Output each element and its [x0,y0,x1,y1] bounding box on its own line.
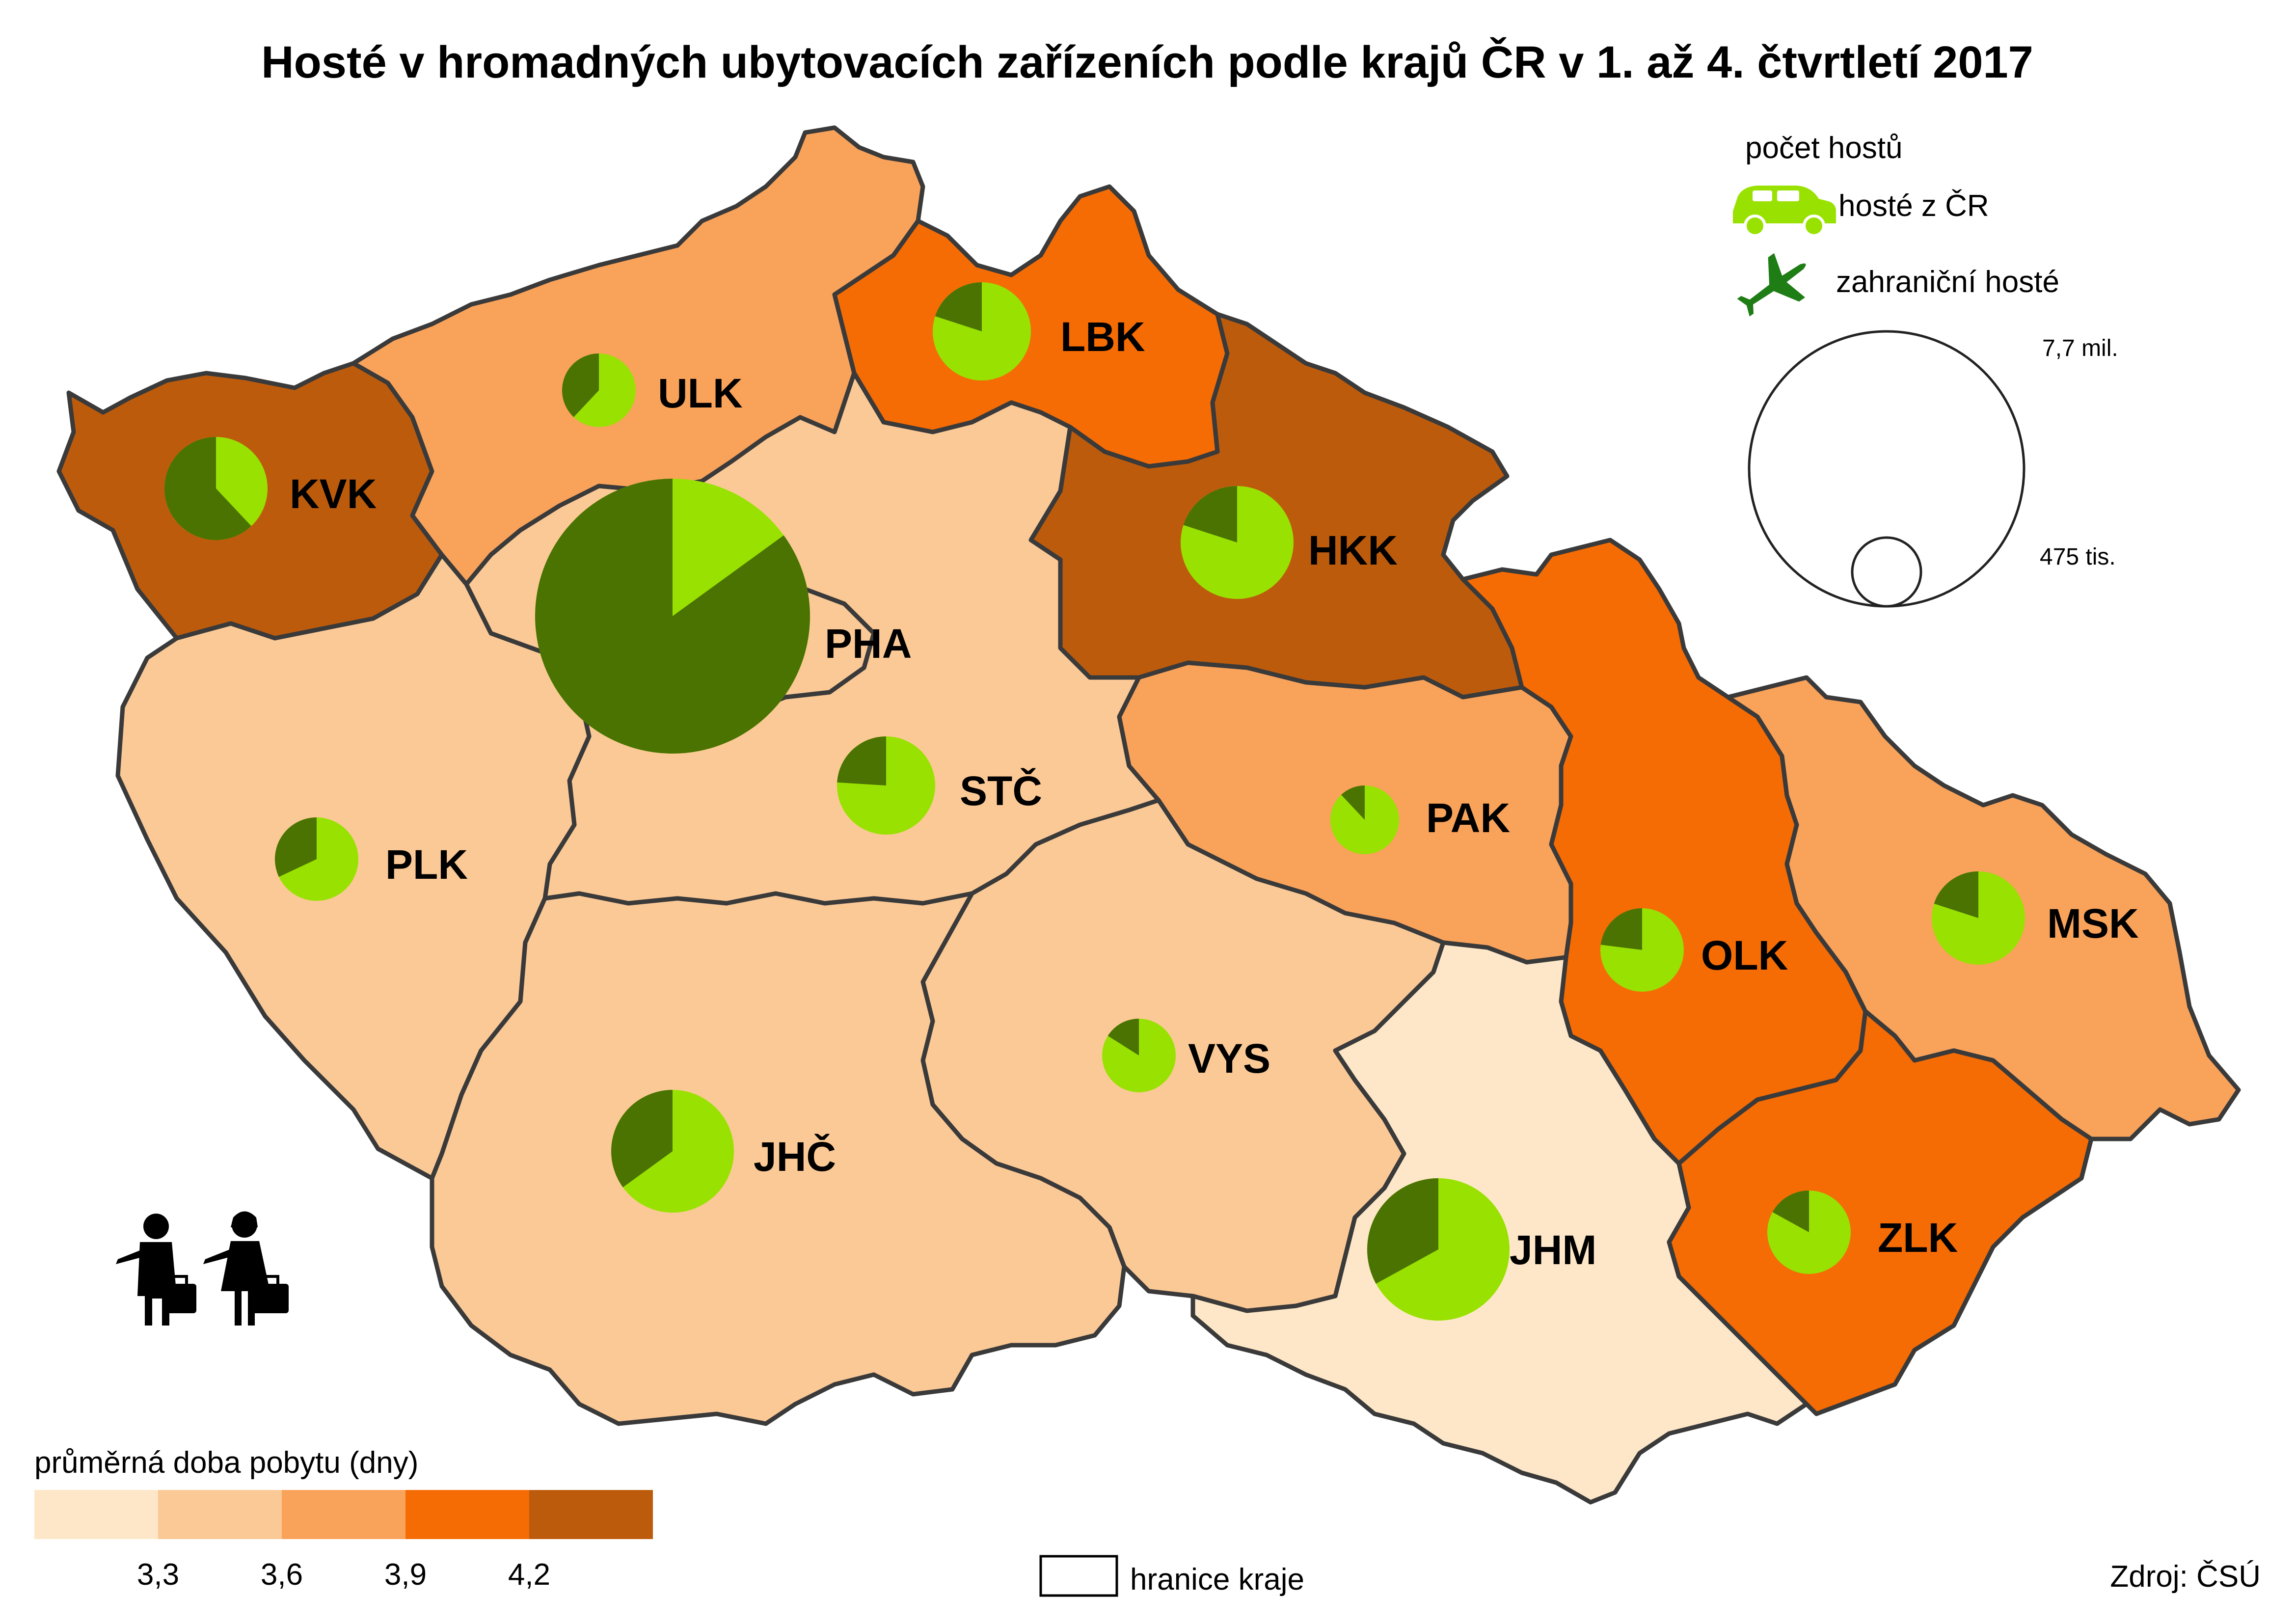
class-break-labels: 3,3 3,6 3,9 4,2 [137,1558,550,1592]
pie-foreign-slice [164,437,251,540]
label-layer: KVK ULK LBK HKK PHA STČ PLK PAK OLK MSK VYS JHČ JHM Z… [290,314,2139,1273]
pie-foreign-slice [1367,1178,1438,1284]
class-legend: průměrná doba pobytu (dny) 3,3 3,6 3,9 4,2 [34,1446,653,1592]
pie-jhč [611,1090,734,1213]
region-label-pha: PHA [825,621,912,667]
pie-vys [1102,1019,1176,1092]
pie-pak [1330,785,1399,854]
pie-msk [1932,871,2025,965]
region-label-plk: PLK [385,841,468,888]
region-label-msk: MSK [2047,900,2139,947]
class-swatch-1 [158,1490,282,1539]
region-label-stč: STČ [960,768,1042,814]
size-legend-small-label: 475 tis. [2040,544,2116,570]
pie-hkk [1181,486,1294,599]
pie-foreign-slice [611,1090,673,1188]
region-label-hkk: HKK [1308,527,1398,573]
pie-zlk [1767,1191,1851,1274]
pie-olk [1600,908,1684,992]
boundary-legend: hranice kraje [1039,1555,1304,1597]
pie-foreign-slice [1341,785,1365,820]
legend-heading: počet hostů [1745,131,1903,165]
boundary-swatch [1039,1555,1118,1597]
class-swatch-3 [405,1490,529,1539]
pie-foreign-slice [562,353,599,417]
source-note: Zdroj: ČSÚ [2110,1560,2261,1594]
class-break-label: 4,2 [508,1558,550,1592]
class-legend-heading: průměrná doba pobytu (dny) [34,1446,418,1480]
travelers-icon [116,1211,289,1326]
region-zlk[interactable] [1667,1009,2094,1416]
boundary-label: hranice kraje [1130,1563,1304,1597]
pie-layer [164,282,2025,1321]
region-label-kvk: KVK [290,471,377,517]
pie-foreign-slice [275,817,317,877]
class-swatches [34,1490,653,1539]
pie-jhm [1367,1178,1510,1321]
legend-domestic-label: hosté z ČR [1838,189,1989,223]
pie-pha [535,479,810,754]
class-break-label: 3,9 [384,1558,427,1592]
pie-foreign-slice [935,282,982,331]
class-swatch-2 [282,1490,405,1539]
region-label-zlk: ZLK [1878,1215,1958,1261]
pie-foreign-slice [1772,1191,1809,1232]
region-jhc[interactable] [430,891,1127,1426]
region-label-ulk: ULK [658,370,743,416]
class-swatch-4 [529,1490,653,1539]
class-break-label: 3,6 [261,1558,303,1592]
size-legend-large-circle [1748,330,2025,608]
symbol-legend: počet hostů hosté z ČR zahraniční hosté … [1733,131,2118,608]
size-legend-small-circle [1851,536,1922,608]
class-swatch-0 [34,1490,158,1539]
size-legend-large-label: 7,7 mil. [2042,335,2118,361]
region-label-vys: VYS [1188,1035,1270,1082]
pie-foreign-slice [837,736,886,785]
region-label-jhm: JHM [1510,1227,1596,1273]
region-label-lbk: LBK [1060,314,1145,360]
pie-kvk [164,437,268,540]
region-label-jhč: JHČ [754,1134,836,1180]
car-icon [1733,186,1836,237]
map-title: Hosté v hromadných ubytovacích zařízeníc… [261,37,2033,87]
pie-foreign-slice [535,479,810,754]
region-label-olk: OLK [1701,932,1788,978]
class-break-label: 3,3 [137,1558,179,1592]
pie-stč [837,736,935,835]
pie-ulk [562,353,636,427]
airplane-icon [1737,253,1806,317]
pie-foreign-slice [1107,1019,1139,1056]
region-label-pak: PAK [1426,795,1510,841]
pie-foreign-slice [1934,871,1978,918]
legend-foreign-label: zahraniční hosté [1836,265,2059,299]
pie-lbk [933,282,1031,380]
pie-plk [275,817,358,901]
pie-foreign-slice [1600,908,1642,950]
pie-foreign-slice [1183,486,1237,542]
